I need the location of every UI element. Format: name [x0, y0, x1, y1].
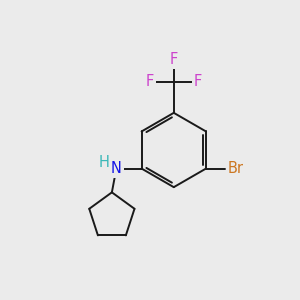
Text: F: F: [146, 74, 154, 89]
Text: F: F: [170, 52, 178, 67]
Text: Br: Br: [228, 161, 244, 176]
Text: F: F: [194, 74, 202, 89]
Text: H: H: [99, 154, 110, 169]
Text: N: N: [111, 161, 122, 176]
